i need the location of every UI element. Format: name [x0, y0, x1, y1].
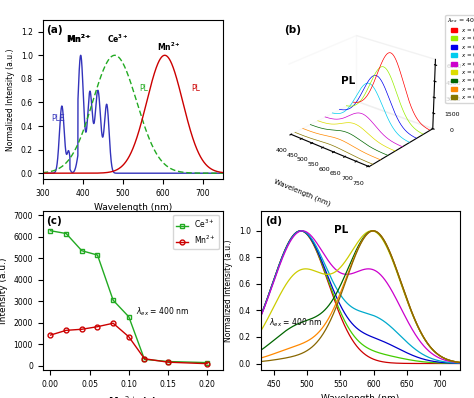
X-axis label: Wavelength (nm): Wavelength (nm): [321, 394, 400, 398]
Text: $\mathbf{Ce^{3+}}$: $\mathbf{Ce^{3+}}$: [107, 33, 128, 45]
Text: (d): (d): [264, 216, 282, 226]
Text: $\mathbf{Mn^{2+}}$: $\mathbf{Mn^{2+}}$: [66, 33, 91, 45]
Y-axis label: Intensity (a.u.): Intensity (a.u.): [0, 257, 8, 324]
Text: $\mathbf{Mn^{2+}}$: $\mathbf{Mn^{2+}}$: [67, 33, 91, 45]
Text: $\mathbf{Mn^{2+}}$: $\mathbf{Mn^{2+}}$: [157, 40, 181, 53]
Text: PL: PL: [334, 225, 348, 235]
Y-axis label: Normalized Intensity (a.u.): Normalized Intensity (a.u.): [6, 48, 15, 151]
X-axis label: Mn$^{2+}$ (x): Mn$^{2+}$ (x): [108, 394, 157, 398]
Text: (b): (b): [284, 25, 301, 35]
Text: PL: PL: [191, 84, 200, 93]
Legend: $x$ = 0.00, $x$ = 0.02, $x$ = 0.04, $x$ = 0.06, $x$ = 0.08, $x$ = 0.10, $x$ = 0.: $x$ = 0.00, $x$ = 0.02, $x$ = 0.04, $x$ …: [446, 15, 474, 103]
Text: $\lambda_{ex}$ = 400 nm: $\lambda_{ex}$ = 400 nm: [269, 316, 322, 329]
Text: PL: PL: [139, 84, 148, 93]
Y-axis label: Normalized Intensity (a.u.): Normalized Intensity (a.u.): [224, 239, 233, 342]
Text: (c): (c): [46, 216, 62, 226]
X-axis label: Wavelength (nm): Wavelength (nm): [273, 178, 331, 207]
X-axis label: Wavelength (nm): Wavelength (nm): [93, 203, 172, 213]
Legend: Ce$^{3+}$, Mn$^{2+}$: Ce$^{3+}$, Mn$^{2+}$: [173, 215, 219, 250]
Text: PL: PL: [341, 76, 356, 86]
Text: $\lambda_{ex}$ = 400 nm: $\lambda_{ex}$ = 400 nm: [137, 305, 190, 318]
Text: (a): (a): [46, 25, 63, 35]
Text: PLE: PLE: [52, 114, 65, 123]
